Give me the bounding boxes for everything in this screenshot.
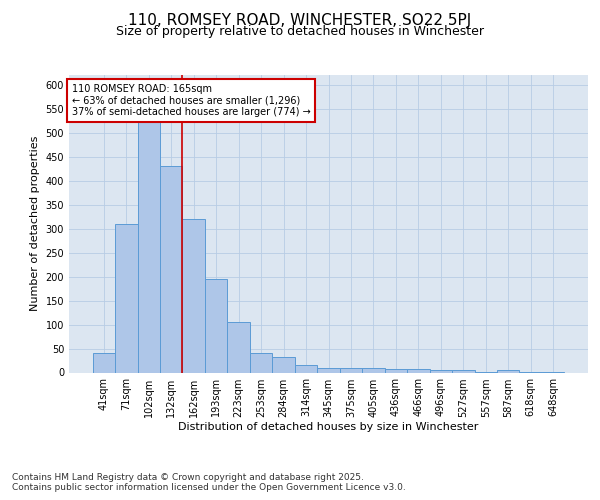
Bar (115, 224, 137, 372)
Bar (92, 354, 115, 372)
Bar (385, 368, 407, 372)
Y-axis label: Number of detached properties: Number of detached properties (30, 136, 40, 312)
X-axis label: Distribution of detached houses by size in Winchester: Distribution of detached houses by size … (178, 422, 479, 432)
Bar (452, 370, 475, 372)
Bar (497, 370, 520, 372)
Bar (340, 368, 362, 372)
Text: Contains HM Land Registry data © Crown copyright and database right 2025.
Contai: Contains HM Land Registry data © Crown c… (12, 472, 406, 492)
Bar (362, 368, 385, 372)
Bar (227, 322, 250, 372)
Text: Size of property relative to detached houses in Winchester: Size of property relative to detached ho… (116, 25, 484, 38)
Bar (137, 118, 160, 372)
Bar (250, 354, 272, 372)
Bar (317, 368, 340, 372)
Bar (205, 279, 227, 372)
Bar (407, 368, 430, 372)
Bar (272, 357, 295, 372)
Text: 110 ROMSEY ROAD: 165sqm
← 63% of detached houses are smaller (1,296)
37% of semi: 110 ROMSEY ROAD: 165sqm ← 63% of detache… (71, 84, 310, 117)
Bar (160, 166, 182, 372)
Bar (430, 370, 452, 372)
Text: 110, ROMSEY ROAD, WINCHESTER, SO22 5PJ: 110, ROMSEY ROAD, WINCHESTER, SO22 5PJ (128, 12, 472, 28)
Bar (182, 219, 205, 372)
Bar (295, 366, 317, 372)
